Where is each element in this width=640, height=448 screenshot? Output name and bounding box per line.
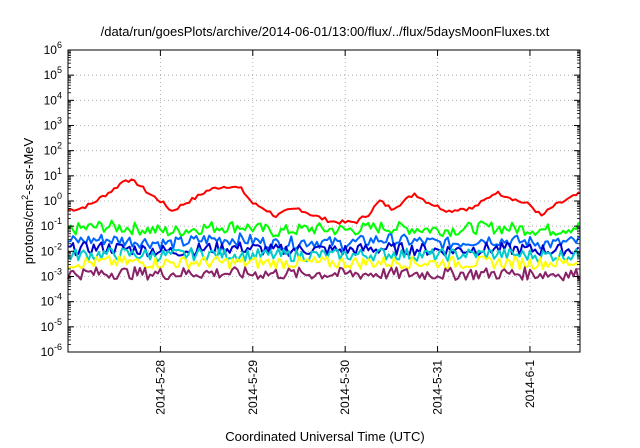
y-tick-exponent: -4 [54,292,62,302]
y-tick-base: 10 [44,68,58,82]
y-tick-base: 10 [41,320,55,334]
y-tick-base: 10 [41,219,55,233]
y-axis-label-base: protons/cm [21,200,36,264]
y-tick-label: 10-6 [41,342,62,359]
y-tick-base: 10 [44,119,58,133]
y-tick-exponent: -2 [54,241,62,251]
y-tick-label: 105 [44,65,62,82]
y-tick-base: 10 [44,169,58,183]
y-tick-label: 10-3 [41,267,62,284]
y-tick-label: 10-4 [41,292,62,309]
y-axis-label-rest: -s-sr-MeV [21,137,36,194]
x-tick-labels: 2014-5-28 2014-5-29 2014-5-30 2014-5-31 2014… [153,360,537,415]
x-tick-label: 2014-5-30 [338,360,352,415]
series-layer [67,178,580,282]
series-line-1 [67,178,580,225]
y-tick-exponent: 4 [57,90,62,100]
y-tick-exponent: 1 [57,166,62,176]
y-tick-label: 10-2 [41,241,62,258]
x-tick-label: 2014-6-1 [523,360,537,408]
series-line-4 [67,241,580,258]
y-tick-exponent: -1 [54,216,62,226]
series-line-2 [67,219,580,238]
y-tick-exponent: -3 [54,267,62,277]
axis-ticks [68,49,580,353]
y-tick-label: 101 [44,166,62,183]
x-tick-label: 2014-5-31 [431,360,445,415]
y-tick-label: 10-5 [41,317,62,334]
x-tick-label: 2014-5-29 [246,360,260,415]
y-tick-base: 10 [44,144,58,158]
x-axis-label: Coordinated Universal Time (UTC) [225,429,424,444]
y-tick-label: 102 [44,141,62,158]
series-line-6 [67,254,580,270]
series-line-5 [67,247,580,263]
y-tick-exponent: 5 [57,65,62,75]
y-tick-base: 10 [44,93,58,107]
y-tick-exponent: -5 [54,317,62,327]
y-tick-exponent: 6 [57,40,62,50]
y-tick-labels: 10-610-510-410-310-210-11001011021031041… [41,40,62,359]
y-axis-label-sup: 2 [20,195,30,200]
y-tick-base: 10 [41,244,55,258]
y-tick-exponent: 3 [57,116,62,126]
y-axis-label: protons/cm2-s-sr-MeV [20,137,36,264]
x-tick-label: 2014-5-28 [153,360,167,415]
y-tick-label: 104 [44,90,62,107]
series-line-7 [67,266,580,282]
y-tick-base: 10 [44,194,58,208]
y-tick-label: 106 [44,40,62,57]
y-tick-exponent: 0 [57,191,62,201]
y-tick-label: 10-1 [41,216,62,233]
chart-title: /data/run/goesPlots/archive/2014-06-01/1… [101,24,550,39]
y-tick-base: 10 [41,295,55,309]
y-tick-base: 10 [44,43,58,57]
y-tick-label: 103 [44,116,62,133]
y-tick-base: 10 [41,345,55,359]
y-tick-base: 10 [41,270,55,284]
series-line-3 [67,232,580,251]
y-tick-exponent: 2 [57,141,62,151]
y-tick-exponent: -6 [54,342,62,352]
grid-lines [68,50,580,352]
y-tick-label: 100 [44,191,62,208]
